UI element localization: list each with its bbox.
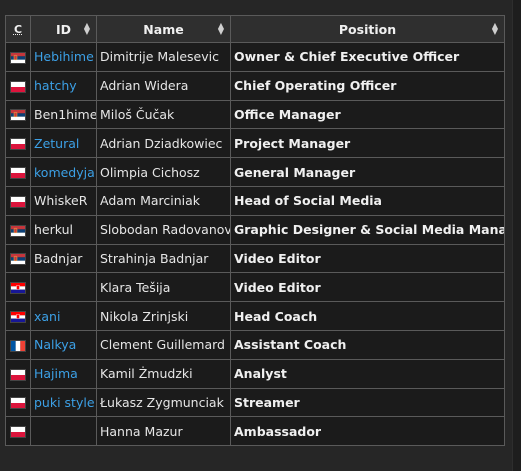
column-header-id[interactable]: ID ▲ ▼ — [30, 15, 97, 43]
table-row: hatchy Adrian Widera Chief Operating Offic… — [5, 70, 505, 101]
poland-flag-icon — [10, 167, 26, 180]
column-header-id-label: ID — [55, 21, 72, 37]
scrollbar-track[interactable] — [512, 0, 521, 471]
serbia-flag-icon — [10, 224, 26, 237]
sort-arrows-icon[interactable]: ▲ ▼ — [217, 21, 224, 36]
country-cell — [5, 42, 31, 72]
name-cell: Adrian Widera — [96, 70, 231, 101]
table-row: Klara Tešija Video Editor — [5, 272, 505, 303]
poland-flag-icon — [10, 195, 26, 208]
player-id: Badnjar — [30, 243, 97, 274]
position-cell: Video Editor — [230, 272, 505, 303]
player-id — [30, 272, 97, 303]
country-cell — [5, 329, 31, 360]
country-cell — [5, 214, 31, 245]
country-cell — [5, 387, 31, 418]
player-id-link[interactable]: Hebihime — [30, 42, 97, 72]
player-id: WhiskeR — [30, 185, 97, 216]
name-cell: Adam Marciniak — [96, 185, 231, 216]
position-cell: Head Coach — [230, 301, 505, 331]
name-cell: Łukasz Zygmunciak — [96, 387, 231, 418]
table-row: xani Nikola Zrinjski Head Coach — [5, 301, 505, 331]
player-id-link[interactable]: Nalkya — [30, 329, 97, 360]
france-flag-icon — [10, 339, 26, 352]
column-header-name[interactable]: Name ▲ ▼ — [96, 15, 231, 43]
country-cell — [5, 358, 31, 389]
name-cell: Olimpia Cichosz — [96, 157, 231, 187]
table-row: Hanna Mazur Ambassador — [5, 416, 505, 447]
table-row: Hajima Kamil Żmudzki Analyst — [5, 358, 505, 389]
country-cell — [5, 99, 31, 130]
position-cell: Ambassador — [230, 416, 505, 447]
poland-flag-icon — [10, 80, 26, 93]
position-cell: Office Manager — [230, 99, 505, 130]
name-cell: Clement Guillemard — [96, 329, 231, 360]
serbia-flag-icon — [10, 253, 26, 266]
table-row: puki style Łukasz Zygmunciak Streamer — [5, 387, 505, 418]
country-cell — [5, 243, 31, 274]
poland-flag-icon — [10, 426, 26, 439]
table-row: Hebihime Dimitrije Malesevic Owner & Chief… — [5, 42, 505, 72]
column-header-name-label: Name — [143, 21, 184, 37]
player-id — [30, 416, 97, 447]
country-cell — [5, 70, 31, 101]
name-cell: Miloš Čučak — [96, 99, 231, 130]
player-id-link[interactable]: puki style — [30, 387, 97, 418]
croatia-flag-icon — [10, 282, 26, 295]
player-id: Ben1hime — [30, 99, 97, 130]
croatia-flag-icon — [10, 311, 26, 324]
position-cell: Owner & Chief Executive Officer — [230, 42, 505, 72]
staff-table: C ID ▲ ▼ Name ▲ ▼ Position ▲ ▼ Hebihime Dimi… — [5, 15, 505, 447]
table-row: Badnjar Strahinja Badnjar Video Editor — [5, 243, 505, 274]
player-id-link[interactable]: xani — [30, 301, 97, 331]
player-id-link[interactable]: hatchy — [30, 70, 97, 101]
column-header-country[interactable]: C — [5, 15, 31, 43]
position-cell: Chief Operating Officer — [230, 70, 505, 101]
serbia-flag-icon — [10, 51, 26, 64]
name-cell: Dimitrije Malesevic — [96, 42, 231, 72]
name-cell: Slobodan Radovanov — [96, 214, 231, 245]
position-cell: Streamer — [230, 387, 505, 418]
country-cell — [5, 157, 31, 187]
table-row: Ben1hime Miloš Čučak Office Manager — [5, 99, 505, 130]
position-cell: Project Manager — [230, 128, 505, 159]
poland-flag-icon — [10, 397, 26, 410]
sort-arrows-icon[interactable]: ▲ ▼ — [83, 21, 90, 36]
table-row: WhiskeR Adam Marciniak Head of Social Medi… — [5, 185, 505, 216]
position-cell: General Manager — [230, 157, 505, 187]
column-header-country-label: C — [13, 22, 23, 36]
table-header-row: C ID ▲ ▼ Name ▲ ▼ Position ▲ ▼ — [5, 15, 505, 43]
position-cell: Assistant Coach — [230, 329, 505, 360]
name-cell: Adrian Dziadkowiec — [96, 128, 231, 159]
country-cell — [5, 185, 31, 216]
column-header-position[interactable]: Position ▲ ▼ — [230, 15, 505, 43]
sort-arrows-icon[interactable]: ▲ ▼ — [491, 21, 498, 36]
serbia-flag-icon — [10, 109, 26, 122]
poland-flag-icon — [10, 138, 26, 151]
table-row: herkul Slobodan Radovanov Graphic Designer… — [5, 214, 505, 245]
country-cell — [5, 301, 31, 331]
position-cell: Analyst — [230, 358, 505, 389]
table-row: Zetural Adrian Dziadkowiec Project Manager — [5, 128, 505, 159]
table-row: komedyja Olimpia Cichosz General Manager — [5, 157, 505, 187]
country-cell — [5, 416, 31, 447]
country-cell — [5, 128, 31, 159]
poland-flag-icon — [10, 368, 26, 381]
country-cell — [5, 272, 31, 303]
name-cell: Klara Tešija — [96, 272, 231, 303]
table-row: Nalkya Clement Guillemard Assistant Coach — [5, 329, 505, 360]
position-cell: Head of Social Media — [230, 185, 505, 216]
position-cell: Graphic Designer & Social Media Manager — [230, 214, 505, 245]
column-header-position-label: Position — [338, 21, 397, 37]
name-cell: Nikola Zrinjski — [96, 301, 231, 331]
player-id-link[interactable]: Zetural — [30, 128, 97, 159]
name-cell: Hanna Mazur — [96, 416, 231, 447]
position-cell: Video Editor — [230, 243, 505, 274]
player-id-link[interactable]: Hajima — [30, 358, 97, 389]
player-id: herkul — [30, 214, 97, 245]
name-cell: Strahinja Badnjar — [96, 243, 231, 274]
name-cell: Kamil Żmudzki — [96, 358, 231, 389]
player-id-link[interactable]: komedyja — [30, 157, 97, 187]
